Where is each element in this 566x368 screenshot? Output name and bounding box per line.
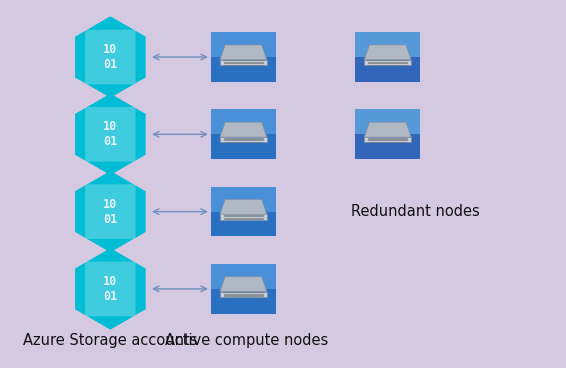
Polygon shape	[220, 215, 267, 220]
Polygon shape	[220, 292, 267, 297]
FancyBboxPatch shape	[85, 30, 136, 84]
FancyBboxPatch shape	[355, 110, 420, 134]
Polygon shape	[75, 93, 145, 175]
Polygon shape	[365, 137, 411, 142]
FancyBboxPatch shape	[211, 212, 276, 237]
FancyBboxPatch shape	[355, 57, 420, 82]
FancyBboxPatch shape	[211, 264, 276, 289]
Polygon shape	[365, 45, 411, 60]
Polygon shape	[365, 60, 411, 65]
FancyBboxPatch shape	[211, 187, 276, 212]
FancyBboxPatch shape	[85, 107, 136, 162]
Text: 10
01: 10 01	[103, 275, 118, 303]
FancyBboxPatch shape	[85, 262, 136, 316]
Polygon shape	[220, 277, 267, 292]
FancyBboxPatch shape	[85, 184, 136, 239]
FancyBboxPatch shape	[211, 134, 276, 159]
Polygon shape	[75, 16, 145, 98]
Text: 10
01: 10 01	[103, 198, 118, 226]
Text: Active compute nodes: Active compute nodes	[165, 333, 328, 348]
Polygon shape	[75, 171, 145, 252]
Text: 10
01: 10 01	[103, 120, 118, 148]
Polygon shape	[75, 248, 145, 330]
FancyBboxPatch shape	[355, 32, 420, 57]
FancyBboxPatch shape	[355, 134, 420, 159]
FancyBboxPatch shape	[211, 32, 276, 57]
Polygon shape	[220, 60, 267, 65]
FancyBboxPatch shape	[211, 289, 276, 314]
Polygon shape	[220, 122, 267, 137]
Text: 10
01: 10 01	[103, 43, 118, 71]
FancyBboxPatch shape	[211, 110, 276, 134]
Text: Azure Storage accounts: Azure Storage accounts	[23, 333, 198, 348]
Polygon shape	[220, 137, 267, 142]
Polygon shape	[220, 45, 267, 60]
Polygon shape	[220, 199, 267, 215]
Polygon shape	[365, 122, 411, 137]
Text: Redundant nodes: Redundant nodes	[351, 204, 479, 219]
FancyBboxPatch shape	[211, 57, 276, 82]
